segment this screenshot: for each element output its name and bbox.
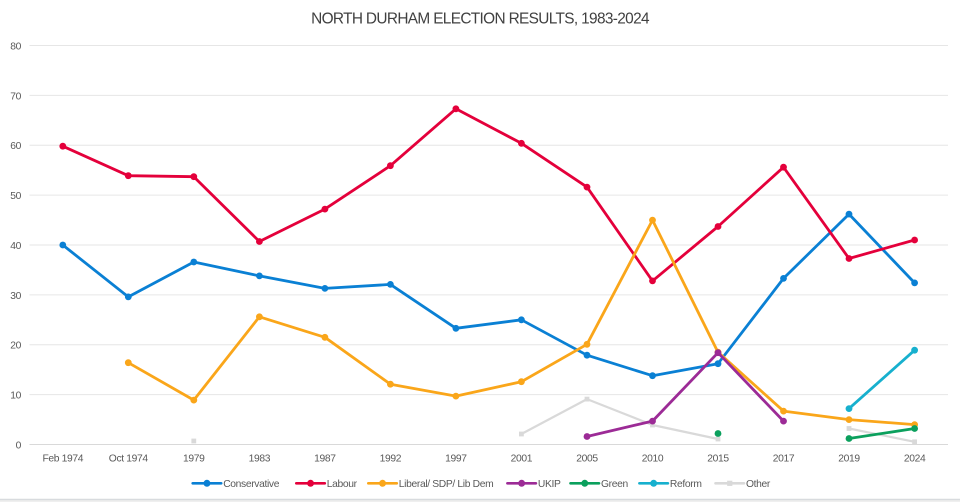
svg-text:2001: 2001 bbox=[511, 454, 533, 465]
svg-text:2005: 2005 bbox=[576, 454, 598, 465]
svg-text:50: 50 bbox=[10, 191, 21, 202]
svg-text:40: 40 bbox=[10, 241, 21, 252]
svg-text:1983: 1983 bbox=[249, 454, 271, 465]
svg-text:70: 70 bbox=[10, 91, 21, 102]
svg-text:2019: 2019 bbox=[838, 454, 860, 465]
svg-text:Reform: Reform bbox=[670, 479, 702, 490]
svg-text:1987: 1987 bbox=[314, 454, 336, 465]
svg-text:Oct 1974: Oct 1974 bbox=[109, 454, 149, 465]
svg-text:1979: 1979 bbox=[183, 454, 205, 465]
svg-text:60: 60 bbox=[10, 141, 21, 152]
svg-text:1992: 1992 bbox=[380, 454, 402, 465]
svg-text:Liberal/ SDP/ Lib Dem: Liberal/ SDP/ Lib Dem bbox=[399, 479, 494, 490]
svg-text:1997: 1997 bbox=[445, 454, 467, 465]
svg-text:20: 20 bbox=[10, 341, 21, 352]
svg-text:UKIP: UKIP bbox=[538, 479, 561, 490]
svg-text:NORTH DURHAM ELECTION RESULTS,: NORTH DURHAM ELECTION RESULTS, 1983-2024 bbox=[311, 11, 650, 28]
svg-text:80: 80 bbox=[10, 41, 21, 52]
svg-text:Labour: Labour bbox=[327, 479, 358, 490]
svg-text:10: 10 bbox=[10, 391, 21, 402]
svg-text:2015: 2015 bbox=[707, 454, 729, 465]
svg-text:Feb 1974: Feb 1974 bbox=[42, 454, 83, 465]
svg-text:2010: 2010 bbox=[642, 454, 664, 465]
svg-text:2017: 2017 bbox=[773, 454, 795, 465]
svg-text:2024: 2024 bbox=[904, 454, 926, 465]
svg-text:Green: Green bbox=[601, 479, 628, 490]
svg-text:0: 0 bbox=[16, 440, 22, 451]
svg-text:Conservative: Conservative bbox=[223, 479, 280, 490]
svg-text:30: 30 bbox=[10, 291, 21, 302]
svg-text:Other: Other bbox=[746, 479, 771, 490]
